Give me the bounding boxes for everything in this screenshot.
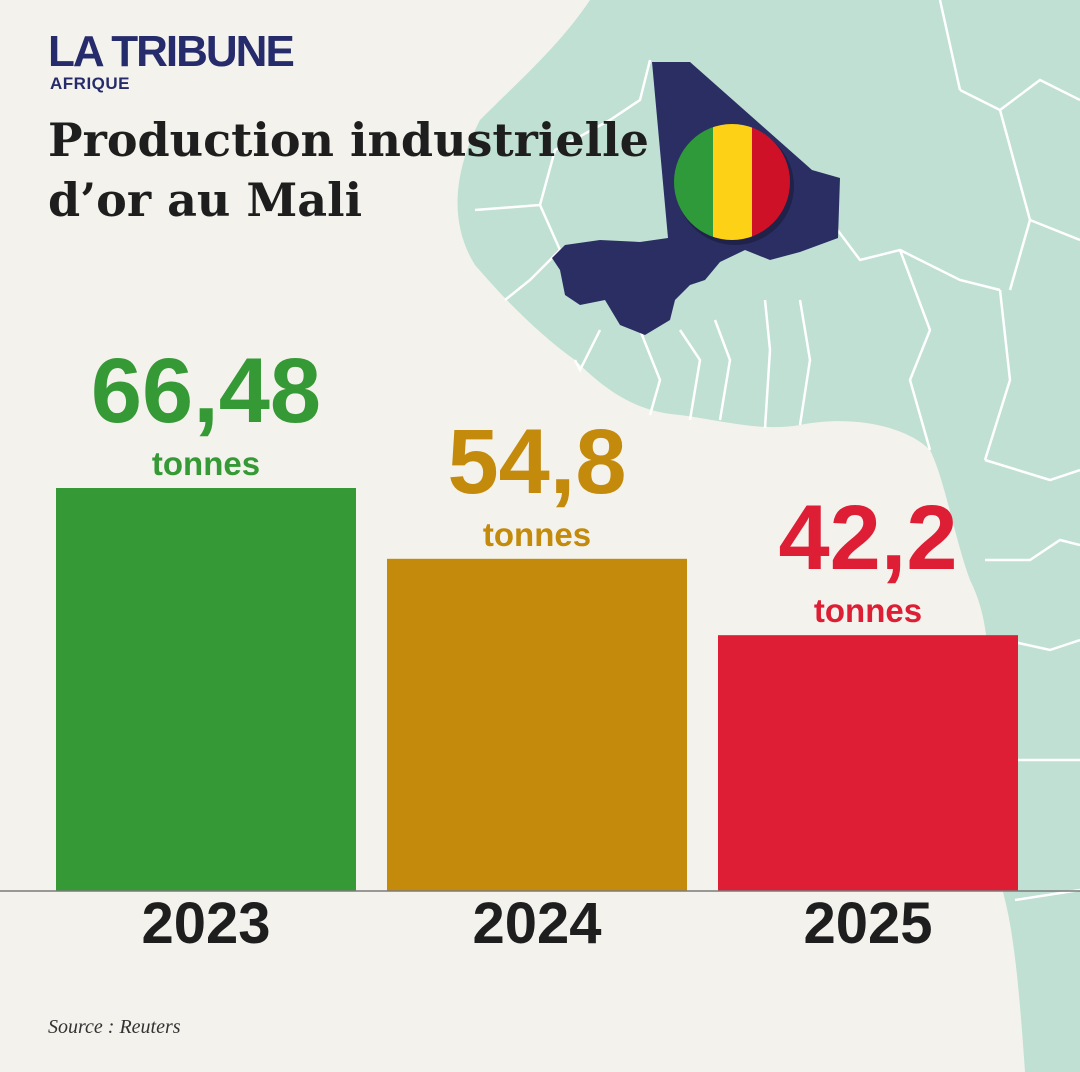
mali-flag-icon xyxy=(674,124,794,245)
year-label-2024: 2024 xyxy=(472,891,601,956)
bar-2023 xyxy=(56,488,356,891)
west-africa-map xyxy=(457,0,1080,1072)
chart-title: Production industrielle d’or au Mali xyxy=(48,113,649,227)
brand-logo: LA TRIBUNE xyxy=(48,27,295,76)
country-borders xyxy=(474,0,1080,902)
unit-label-2024: tonnes xyxy=(483,516,591,553)
gold-production-bar-chart: 66,48tonnes202354,8tonnes202442,2tonnes2… xyxy=(56,340,1018,956)
bar-2025 xyxy=(718,635,1018,891)
value-label-2023: 66,48 xyxy=(91,340,321,442)
year-label-2025: 2025 xyxy=(803,891,932,956)
source-note: Source : Reuters xyxy=(48,1016,181,1038)
value-label-2024: 54,8 xyxy=(447,411,626,513)
year-label-2023: 2023 xyxy=(141,891,270,956)
value-label-2025: 42,2 xyxy=(778,487,957,589)
unit-label-2025: tonnes xyxy=(814,592,922,629)
brand-logo-subtitle: AFRIQUE xyxy=(50,74,130,93)
bar-2024 xyxy=(387,558,687,891)
unit-label-2023: tonnes xyxy=(152,445,260,482)
